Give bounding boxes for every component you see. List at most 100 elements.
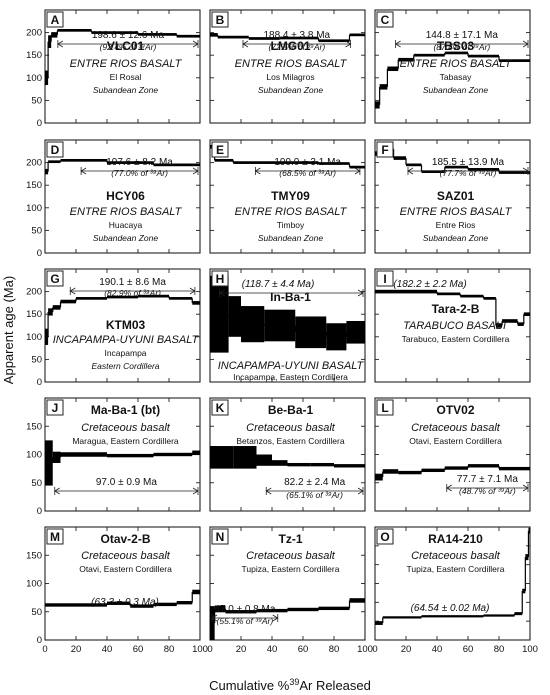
panel-badge bbox=[211, 528, 229, 545]
plateau-age: 47.0 ± 0.8 Ma bbox=[214, 604, 276, 615]
panel-badge bbox=[211, 11, 229, 28]
step-bar bbox=[393, 156, 406, 160]
step-bar bbox=[499, 59, 530, 62]
plateau-age: (118.7 ± 4.4 Ma) bbox=[242, 279, 315, 290]
plateau-percent: (87.4% of ³⁹Ar) bbox=[433, 42, 490, 52]
location-label: Timboy bbox=[277, 220, 305, 230]
step-bar bbox=[382, 616, 422, 619]
plateau-age: (64.54 ± 0.02 Ma) bbox=[411, 603, 490, 614]
step-bar bbox=[295, 316, 327, 349]
x-tick-label: 40 bbox=[267, 644, 278, 655]
step-bar bbox=[176, 34, 200, 38]
step-bar bbox=[228, 296, 241, 337]
panel-frame bbox=[44, 526, 201, 641]
step-bar bbox=[233, 446, 257, 469]
plateau-age: 188.4 ± 3.8 Ma bbox=[263, 30, 330, 41]
step-bar bbox=[421, 170, 445, 173]
y-tick-label: 150 bbox=[26, 550, 42, 561]
step-bar bbox=[444, 466, 468, 470]
panel-letter: K bbox=[216, 401, 225, 415]
step-bar bbox=[192, 301, 200, 305]
step-bar bbox=[256, 454, 272, 466]
step-bar bbox=[138, 294, 169, 298]
location-label: Incapampa bbox=[104, 348, 146, 358]
step-bar bbox=[107, 161, 154, 164]
step-bar bbox=[379, 84, 388, 90]
x-tick-label: 40 bbox=[432, 644, 443, 655]
step-bar bbox=[387, 66, 399, 72]
x-tick-label: 0 bbox=[42, 644, 47, 655]
location-label: Maragua, Eastern Cordillera bbox=[72, 436, 179, 446]
step-bar bbox=[310, 462, 334, 467]
panel-n: 0 20 40 60 80 100 N Tz-1 Cretaceous basalt Tupiza… bbox=[207, 526, 373, 655]
step-bar bbox=[45, 603, 76, 607]
step-bar bbox=[421, 615, 484, 618]
unit-name: Cretaceous basalt bbox=[81, 422, 171, 434]
y-tick-label: 100 bbox=[26, 203, 42, 214]
x-tick-label: 100 bbox=[522, 644, 538, 655]
panel-badge bbox=[376, 270, 394, 287]
step-bar bbox=[522, 588, 526, 594]
step-bar bbox=[91, 31, 138, 34]
step-bar bbox=[413, 53, 445, 57]
step-bar bbox=[460, 294, 484, 298]
panel-d: 0 50 100 150 200 D HCY06 ENTRE RIOS BASALT Huaca… bbox=[26, 139, 201, 259]
panel-frame bbox=[374, 268, 531, 383]
step-bar bbox=[192, 450, 200, 456]
step-bar bbox=[382, 469, 399, 474]
step-bar bbox=[483, 614, 515, 617]
panel-frame bbox=[44, 268, 201, 383]
step-bar bbox=[52, 451, 61, 463]
unit-name: ENTRE RIOS BASALT bbox=[400, 58, 513, 70]
step-bar bbox=[375, 621, 383, 625]
plateau-age: 82.2 ± 2.4 Ma bbox=[284, 477, 346, 488]
step-bar bbox=[214, 605, 226, 613]
x-tick-label: 40 bbox=[102, 644, 113, 655]
y-tick-label: 100 bbox=[26, 579, 42, 590]
step-bar bbox=[523, 312, 530, 317]
location-label: Entre Rios bbox=[436, 220, 476, 230]
step-bar bbox=[528, 527, 530, 534]
zone-label: Subandean Zone bbox=[93, 85, 158, 95]
step-bar bbox=[287, 462, 311, 467]
step-bar bbox=[107, 453, 154, 458]
zone-label: Subandean Zone bbox=[423, 233, 488, 243]
unit-name: Cretaceous basalt bbox=[411, 550, 501, 562]
plateau-percent: (65.1% of ³⁹Ar) bbox=[286, 490, 343, 500]
step-bar bbox=[57, 28, 92, 32]
x-axis-label-suffix: Ar Released bbox=[299, 678, 371, 693]
step-bar bbox=[318, 162, 350, 165]
step-bar bbox=[272, 161, 319, 164]
step-bar bbox=[60, 158, 107, 162]
location-label: Incapampa, Eastern Cordillera bbox=[233, 372, 348, 382]
y-tick-label: 0 bbox=[37, 248, 42, 259]
step-bar bbox=[349, 33, 365, 37]
panel-letter: J bbox=[52, 401, 59, 415]
y-tick-label: 100 bbox=[26, 450, 42, 461]
panel-letter: L bbox=[381, 401, 388, 415]
y-tick-label: 200 bbox=[26, 28, 42, 39]
unit-name: TARABUCO BASALT bbox=[403, 320, 509, 332]
step-bar bbox=[525, 554, 529, 561]
step-bar bbox=[60, 452, 107, 457]
y-tick-label: 50 bbox=[31, 607, 42, 618]
x-axis-label: Cumulative %39Ar Released bbox=[209, 677, 371, 693]
location-label: Otavi, Eastern Cordillera bbox=[79, 564, 172, 574]
panel-frame bbox=[209, 9, 366, 124]
x-tick-label: 60 bbox=[463, 644, 474, 655]
x-tick-label: 100 bbox=[357, 644, 373, 655]
panel-letter: M bbox=[50, 530, 60, 544]
step-bar bbox=[398, 57, 414, 62]
panel-letter: O bbox=[380, 530, 389, 544]
unit-name: ENTRE RIOS BASALT bbox=[400, 206, 513, 218]
step-bar bbox=[76, 297, 107, 300]
step-bar bbox=[406, 163, 422, 167]
step-bar bbox=[107, 295, 138, 299]
step-bar bbox=[499, 466, 530, 471]
panel-letter: E bbox=[216, 143, 224, 157]
step-bar bbox=[153, 163, 200, 167]
step-bar bbox=[326, 323, 347, 351]
zone-label: Subandean Zone bbox=[258, 85, 323, 95]
panel-g: 0 50 100 150 200 G KTM03 INCAPAMPA-UYUNI BASALT… bbox=[26, 268, 201, 388]
